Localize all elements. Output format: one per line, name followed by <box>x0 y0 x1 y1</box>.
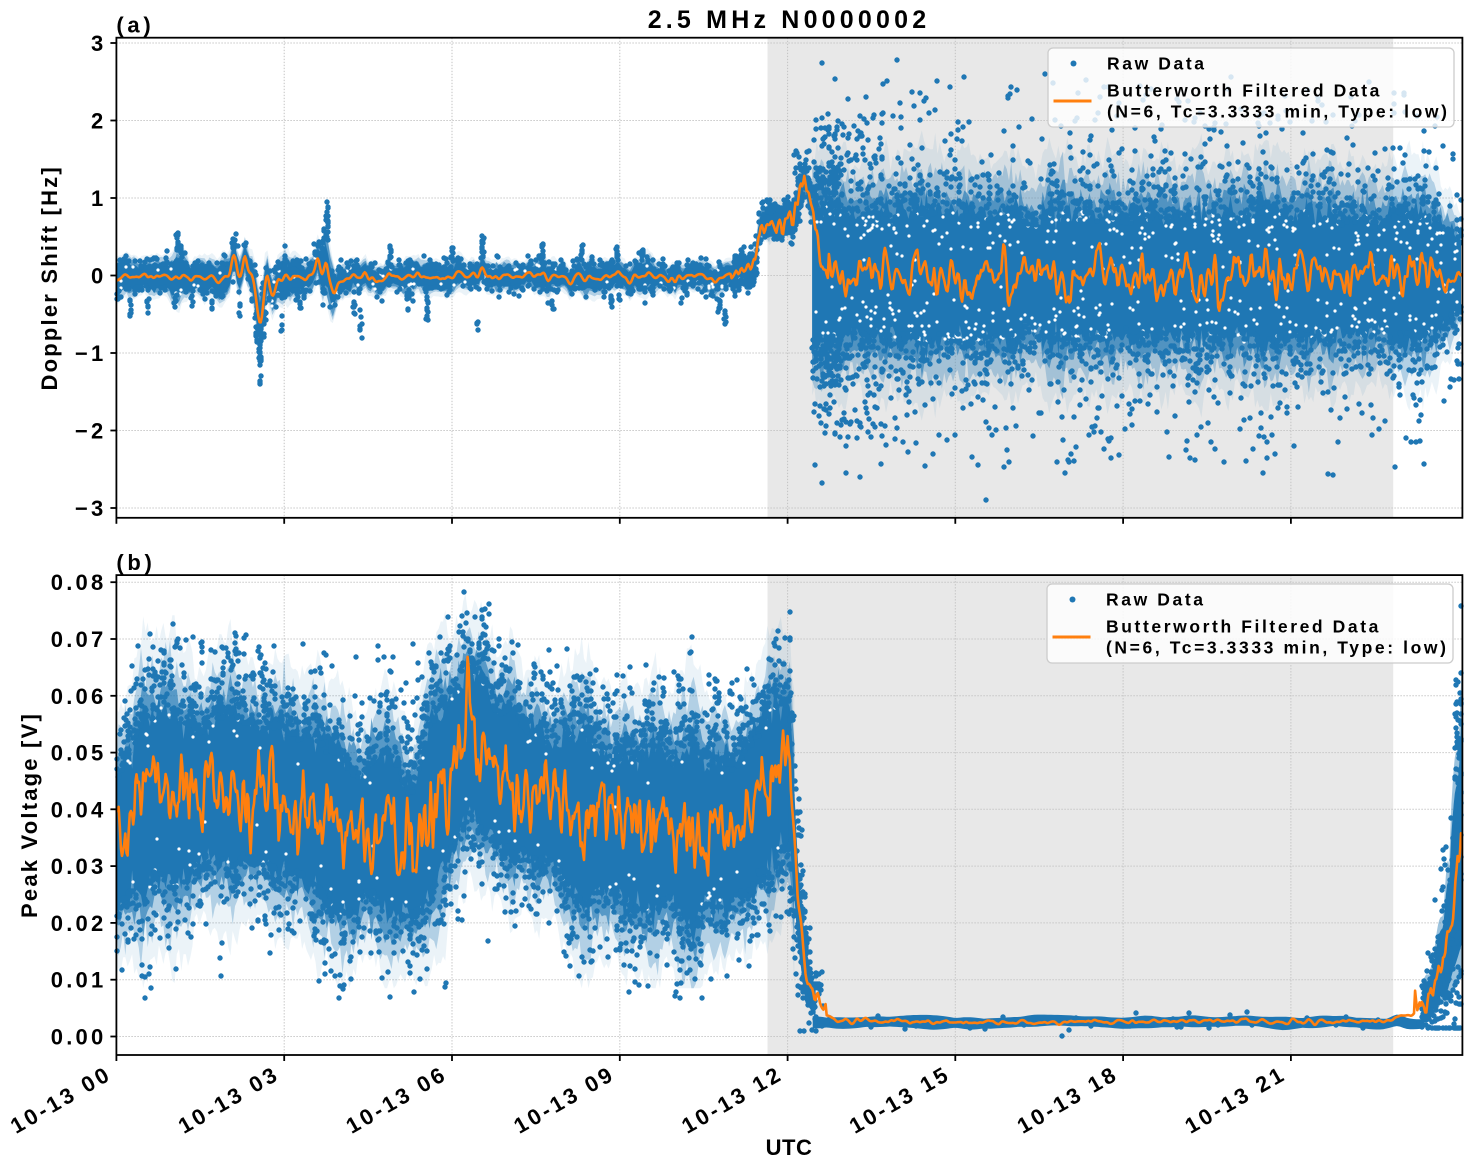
svg-text:2: 2 <box>91 109 106 134</box>
svg-text:(b): (b) <box>116 550 155 575</box>
svg-text:Butterworth Filtered Data: Butterworth Filtered Data <box>1107 81 1382 101</box>
svg-text:3: 3 <box>91 31 106 56</box>
svg-text:0.02: 0.02 <box>51 911 107 936</box>
svg-text:Peak Voltage [V]: Peak Voltage [V] <box>17 712 42 918</box>
svg-text:1: 1 <box>91 186 106 211</box>
svg-text:0.01: 0.01 <box>51 968 107 993</box>
svg-text:Doppler Shift [Hz]: Doppler Shift [Hz] <box>37 165 62 390</box>
svg-text:−3: −3 <box>75 496 106 521</box>
svg-text:0.05: 0.05 <box>51 741 107 766</box>
svg-text:0.03: 0.03 <box>51 854 107 879</box>
svg-text:Raw Data: Raw Data <box>1106 590 1206 610</box>
svg-text:0.08: 0.08 <box>51 570 107 595</box>
svg-text:−2: −2 <box>75 419 106 444</box>
svg-text:(a): (a) <box>116 13 154 38</box>
svg-text:Butterworth Filtered Data: Butterworth Filtered Data <box>1106 617 1381 637</box>
svg-text:0.04: 0.04 <box>51 797 107 822</box>
svg-text:(N=6, Tc=3.3333 min, Type: low: (N=6, Tc=3.3333 min, Type: low) <box>1106 638 1449 658</box>
svg-text:0.00: 0.00 <box>51 1025 107 1050</box>
svg-text:2.5 MHz N0000002: 2.5 MHz N0000002 <box>648 6 931 34</box>
svg-text:(N=6, Tc=3.3333 min, Type: low: (N=6, Tc=3.3333 min, Type: low) <box>1107 102 1450 122</box>
svg-text:Raw Data: Raw Data <box>1107 54 1207 74</box>
svg-text:UTC: UTC <box>766 1135 813 1160</box>
svg-text:0.06: 0.06 <box>51 684 107 709</box>
svg-text:−1: −1 <box>75 341 106 366</box>
svg-text:0: 0 <box>91 264 106 289</box>
svg-text:0.07: 0.07 <box>51 627 107 652</box>
